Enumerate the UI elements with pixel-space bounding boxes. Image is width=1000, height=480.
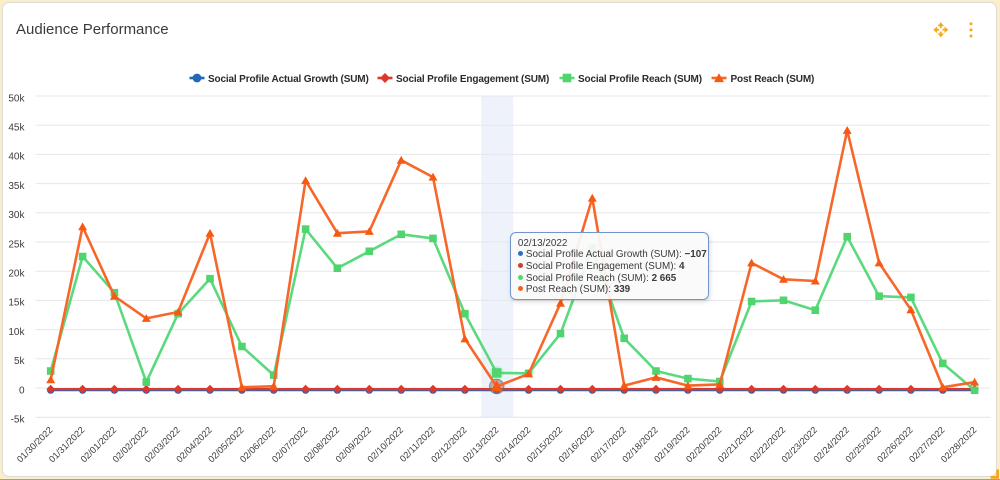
svg-text:45k: 45k: [8, 123, 25, 134]
svg-text:20k: 20k: [8, 269, 25, 280]
svg-text:Post Reach (SUM): Post Reach (SUM): [731, 74, 815, 85]
svg-text:30k: 30k: [8, 210, 25, 221]
svg-text:35k: 35k: [8, 181, 25, 192]
svg-text:0: 0: [19, 385, 25, 396]
svg-text:5k: 5k: [14, 356, 26, 367]
svg-text:40k: 40k: [8, 152, 25, 163]
svg-text:Social Profile Reach (SUM): Social Profile Reach (SUM): [578, 74, 702, 85]
svg-text:10k: 10k: [8, 327, 25, 338]
svg-text:50k: 50k: [8, 93, 25, 104]
svg-text:Social Profile Engagement (SUM: Social Profile Engagement (SUM): [396, 74, 549, 85]
svg-text:15k: 15k: [8, 298, 25, 309]
svg-text:-5k: -5k: [11, 415, 26, 426]
svg-text:Social Profile Actual Growth (: Social Profile Actual Growth (SUM): [208, 74, 369, 85]
svg-text:25k: 25k: [8, 239, 25, 250]
